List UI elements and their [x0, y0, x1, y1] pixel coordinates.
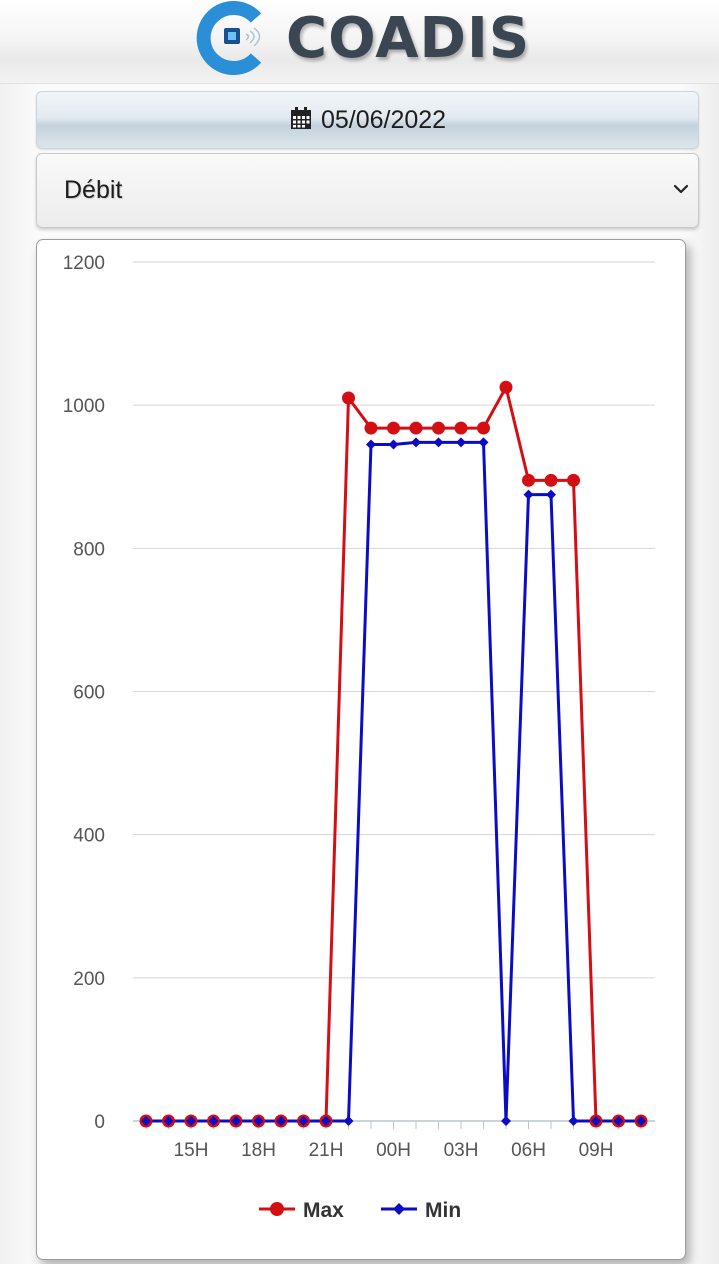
y-tick-label: 800	[73, 539, 105, 560]
x-tick-label: 06H	[511, 1140, 546, 1161]
legend-marker-min	[393, 1203, 405, 1215]
max-point	[544, 473, 558, 487]
min-point	[523, 489, 534, 500]
max-point	[432, 421, 445, 435]
max-point	[364, 421, 378, 435]
min-point	[456, 437, 466, 448]
max-point	[477, 421, 490, 435]
min-point	[321, 1116, 331, 1126]
legend-marker-max	[270, 1202, 284, 1216]
min-point	[141, 1116, 151, 1126]
x-tick-label: 00H	[376, 1140, 411, 1161]
min-point	[613, 1116, 624, 1126]
measure-select[interactable]: Débit	[36, 153, 699, 228]
y-tick-label: 200	[73, 969, 105, 990]
calendar-icon	[289, 106, 313, 135]
min-point	[501, 1116, 511, 1126]
chevron-down-icon	[672, 182, 690, 196]
x-tick-label: 18H	[241, 1140, 276, 1161]
app-header: COADIS	[0, 0, 719, 84]
min-point	[478, 437, 489, 448]
coadis-logo-icon	[194, 0, 272, 76]
min-point	[411, 437, 421, 448]
max-point	[567, 473, 580, 487]
min-point	[366, 439, 376, 450]
y-tick-label: 0	[94, 1112, 105, 1133]
min-point	[568, 1116, 579, 1126]
x-tick-label: 15H	[174, 1140, 209, 1161]
max-point	[454, 421, 468, 435]
date-picker-button[interactable]: 05/06/2022	[36, 91, 699, 149]
min-point	[433, 437, 444, 448]
x-tick-label: 03H	[444, 1140, 479, 1161]
chart-card: 0 200 400 600 800 1000 1200 15H 18H 21H 00H 03H 06H 0…	[36, 239, 686, 1260]
brand-name: COADIS	[286, 5, 531, 71]
min-point	[253, 1116, 264, 1126]
y-tick-label: 1200	[63, 253, 105, 274]
date-value: 05/06/2022	[320, 105, 447, 134]
legend-label-min: Min	[425, 1199, 461, 1222]
min-point	[276, 1116, 286, 1126]
brand: COADIS	[194, 0, 530, 76]
max-point	[522, 473, 535, 487]
y-tick-label: 600	[73, 683, 105, 704]
line-chart: 0 200 400 600 800 1000 1200 15H 18H 21H 00H 03H 06H 0…	[63, 253, 655, 1222]
min-point	[231, 1116, 241, 1126]
x-tick-label: 21H	[309, 1140, 344, 1161]
max-point	[499, 380, 513, 394]
y-tick-label: 1000	[63, 396, 105, 417]
min-point	[186, 1116, 196, 1126]
min-point	[546, 489, 556, 500]
max-point	[387, 421, 400, 435]
min-point	[388, 439, 399, 450]
series-line-min	[146, 440, 641, 1123]
min-point	[163, 1116, 174, 1126]
series-line-max	[146, 385, 641, 1123]
min-point	[591, 1116, 601, 1126]
min-point	[208, 1116, 219, 1126]
measure-select-value: Débit	[64, 176, 123, 204]
min-point	[343, 1116, 354, 1126]
min-point	[636, 1116, 646, 1126]
max-point	[409, 421, 423, 435]
min-point	[298, 1116, 309, 1126]
y-tick-label: 400	[73, 826, 105, 847]
legend-label-max: Max	[303, 1199, 344, 1222]
x-tick-label: 09H	[579, 1140, 614, 1161]
max-point	[342, 391, 355, 405]
